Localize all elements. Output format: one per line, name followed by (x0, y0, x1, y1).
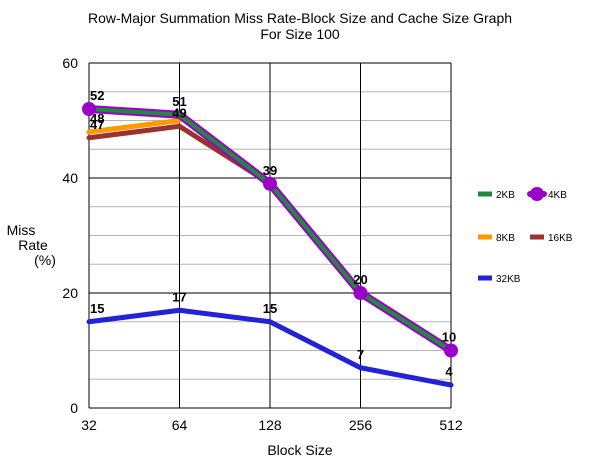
legend-marker-4kb (530, 187, 544, 201)
y-axis-label-line-2: Rate (18, 237, 48, 253)
legend: 2KB 4KB 8KB 16KB 32KB (478, 187, 573, 285)
y-axis-ticks: 0 20 40 60 (62, 55, 78, 416)
y-tick-label: 40 (62, 170, 78, 186)
data-label: 52 (90, 88, 104, 103)
data-label: 51 (172, 94, 186, 109)
data-label: 10 (442, 330, 456, 345)
legend-label-16kb: 16KB (548, 233, 573, 244)
chart-title: Row-Major Summation Miss Rate-Block Size… (88, 10, 512, 26)
legend-label-8kb: 8KB (496, 233, 515, 244)
series-line-32kb (86, 307, 454, 388)
data-label: 15 (263, 301, 277, 316)
plot-area (82, 102, 458, 388)
y-axis-label-line-1: Miss (7, 222, 36, 238)
series-marker-4kb (444, 343, 458, 358)
chart-subtitle: For Size 100 (260, 26, 340, 42)
data-label: 20 (353, 272, 367, 287)
series-line-8kb (86, 118, 182, 135)
data-label: 49 (172, 105, 186, 120)
data-label: 7 (357, 347, 364, 362)
x-axis-label: Block Size (267, 442, 333, 458)
x-tick-label: 256 (349, 417, 373, 433)
data-label: 15 (90, 301, 104, 316)
legend-label-4kb: 4KB (548, 190, 567, 201)
legend-label-32kb: 32KB (496, 274, 521, 285)
y-tick-label: 60 (62, 55, 78, 71)
y-axis-label-line-3: (%) (34, 252, 56, 268)
x-tick-label: 32 (81, 417, 97, 433)
grid-lines (88, 62, 452, 409)
y-axis-label: Miss Rate (%) (7, 222, 56, 268)
x-axis-ticks: 32 64 128 256 512 (81, 417, 463, 433)
x-tick-label: 128 (258, 417, 282, 433)
data-label: 4 (445, 364, 453, 379)
x-tick-label: 512 (439, 417, 463, 433)
data-label: 47 (90, 117, 104, 132)
legend-label-2kb: 2KB (496, 190, 515, 201)
y-tick-label: 0 (70, 400, 78, 416)
x-tick-label: 64 (172, 417, 188, 433)
series-marker-4kb (263, 176, 277, 191)
series-marker-4kb (82, 102, 96, 116)
y-tick-label: 20 (62, 285, 78, 301)
data-label: 48 (90, 111, 104, 126)
data-label: 39 (263, 163, 277, 178)
data-label: 17 (172, 289, 186, 304)
series-marker-4kb (353, 286, 368, 300)
